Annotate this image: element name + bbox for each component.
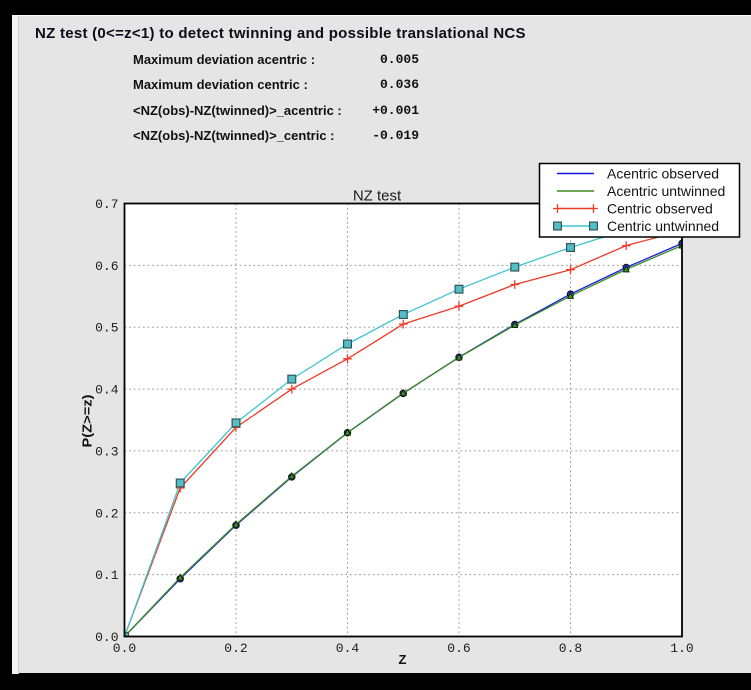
svg-text:0.4: 0.4: [95, 383, 119, 398]
svg-text:0.2: 0.2: [224, 641, 247, 656]
svg-text:Centric observed: Centric observed: [607, 201, 713, 217]
svg-text:Acentric untwinned: Acentric untwinned: [607, 183, 725, 199]
svg-text:0.8: 0.8: [559, 641, 582, 656]
svg-text:0.0: 0.0: [113, 641, 136, 656]
svg-text:0.6: 0.6: [447, 641, 470, 656]
svg-text:1.0: 1.0: [670, 641, 693, 656]
svg-text:NZ test: NZ test: [353, 188, 402, 205]
svg-text:0.1: 0.1: [95, 568, 119, 583]
svg-text:Z: Z: [399, 652, 407, 667]
svg-text:Acentric observed: Acentric observed: [607, 166, 719, 182]
svg-text:0.4: 0.4: [336, 641, 360, 656]
svg-text:0.2: 0.2: [95, 506, 118, 521]
svg-text:0.7: 0.7: [95, 197, 118, 212]
svg-text:0.0: 0.0: [95, 630, 118, 645]
svg-text:P(Z>=z): P(Z>=z): [81, 395, 95, 448]
svg-text:0.3: 0.3: [95, 444, 118, 459]
svg-text:Centric untwinned: Centric untwinned: [607, 218, 719, 234]
svg-text:0.6: 0.6: [95, 259, 118, 274]
svg-text:0.5: 0.5: [95, 321, 118, 336]
